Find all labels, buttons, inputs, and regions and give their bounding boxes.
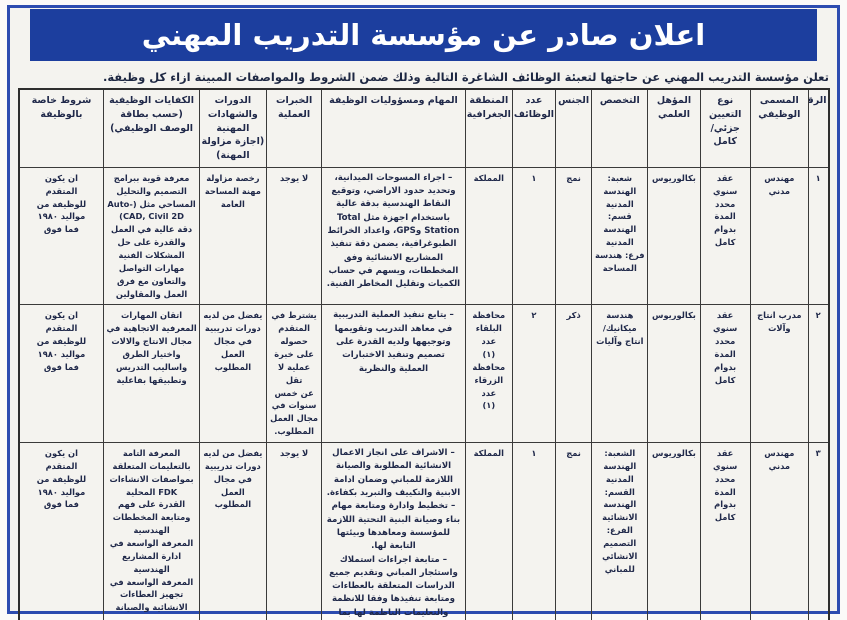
table-cell: المملكة <box>464 166 513 306</box>
table-cell: الشعبة: الهندسة المدنية القسم: الهندسة ا… <box>591 442 649 620</box>
table-cell: بكالوريوس <box>647 166 701 306</box>
table-cell: مدرب انتاج وآلات <box>749 304 809 444</box>
table-cell: مهندس مدني <box>749 442 809 620</box>
table-cell: ٣ <box>807 442 830 620</box>
table-cell: هندسة ميكانيك/ انتاج وآليات <box>591 304 649 444</box>
column-header: الدورات والشهادات المهنية (اجازة مزاولة … <box>198 88 267 168</box>
column-header: نوع التعيين جزئي/ كامل <box>699 88 751 168</box>
table-cell: ٢ <box>807 304 830 444</box>
table-cell: ذكر <box>555 304 593 444</box>
table-cell: اتقان المهارات المعرفية الاتجاهية في مجا… <box>103 304 200 444</box>
table-cell: يشترط في المتقدم حصوله على خبرة عملية لا… <box>265 304 323 444</box>
column-header: المهام ومسؤوليات الوظيفة <box>321 88 466 168</box>
table-cell: شعبة: الهندسة المدنية قسم: الهندسة المدن… <box>591 166 649 306</box>
table-cell: – الاشراف على انجاز الاعمال الانشائية ال… <box>321 442 466 620</box>
column-header: المنطقة الجغرافية <box>464 88 513 168</box>
column-header: شروط خاصة بالوظيفة <box>17 88 105 168</box>
table-cell: رخصة مزاولة مهنة المساحة العامة <box>198 166 267 306</box>
table-cell: لا يوجد <box>265 442 323 620</box>
table-cell: معرفة قوية ببرامج التصميم والتحليل المسا… <box>103 166 200 306</box>
table-cell: عقد سنوي محدد المدة بدوام كامل <box>699 442 751 620</box>
table-cell: مهندس مدني <box>749 166 809 306</box>
ad-frame: اعلان صادر عن مؤسسة التدريب المهني تعلن … <box>7 5 840 620</box>
table-row: ٢ مدرب انتاج وآلات عقد سنوي محدد المدة بدو… <box>17 304 830 444</box>
table-cell: ١ <box>511 442 557 620</box>
announcement-title: اعلان صادر عن مؤسسة التدريب المهني <box>141 18 706 52</box>
table-cell: المعرفة التامة بالتعليمات المتعلقة بمواص… <box>103 442 200 620</box>
table-cell: نمج <box>555 442 593 620</box>
table-cell: ان يكون المتقدم للوظيفة من مواليد ١٩٨٠ ف… <box>17 304 105 444</box>
column-header: التخصص <box>591 88 649 168</box>
table-cell: – اجراء المسوحات الميدانية، وتحديد حدود … <box>321 166 466 306</box>
table-cell: بكالوريوس <box>647 304 701 444</box>
table-cell: بكالوريوس <box>647 442 701 620</box>
table-cell: المملكة <box>464 442 513 620</box>
table-cell: عقد سنوي محدد المدة بدوام كامل <box>699 166 751 306</box>
table-cell: ١ <box>511 166 557 306</box>
table-cell: نمج <box>555 166 593 306</box>
table-cell: لا يوجد <box>265 166 323 306</box>
intro-text: تعلن مؤسسة التدريب المهني عن حاجتها لتعب… <box>102 70 829 84</box>
table-cell: ١ <box>807 166 830 306</box>
table-cell: – يتابع تنفيذ العملية التدريبية في معاهد… <box>321 304 466 444</box>
table-cell: ان يكون المتقدم للوظيفة من مواليد ١٩٨٠ ف… <box>17 166 105 306</box>
column-header: الرقم <box>807 88 830 168</box>
column-header: المؤهل العلمي <box>647 88 701 168</box>
title-banner: اعلان صادر عن مؤسسة التدريب المهني <box>30 9 817 61</box>
table-cell: يفضل من لديه دورات تدريبية في مجال العمل… <box>198 304 267 444</box>
table-cell: ٢ <box>511 304 557 444</box>
table-row: ٣ مهندس مدني عقد سنوي محدد المدة بدوام كام… <box>17 442 830 620</box>
column-header: الكفايات الوظيفية (حسب بطاقة الوصف الوظي… <box>103 88 200 168</box>
column-header: الخبرات العملية <box>265 88 323 168</box>
column-header: الجنس <box>555 88 593 168</box>
column-header: المسمى الوظيفي <box>749 88 809 168</box>
table-cell: ان يكون المتقدم للوظيفة من مواليد ١٩٨٠ ف… <box>17 442 105 620</box>
table-cell: يفضل من لديه دورات تدريبية في مجال العمل… <box>198 442 267 620</box>
table-cell: محافظة البلقاء عدد (١) محافظة الزرقاء عد… <box>464 304 513 444</box>
table-row: ١ مهندس مدني عقد سنوي محدد المدة بدوام كام… <box>17 166 830 306</box>
table-cell: عقد سنوي محدد المدة بدوام كامل <box>699 304 751 444</box>
column-header: عدد الوظائف <box>511 88 557 168</box>
table-body: ١ مهندس مدني عقد سنوي محدد المدة بدوام كام… <box>17 166 830 620</box>
